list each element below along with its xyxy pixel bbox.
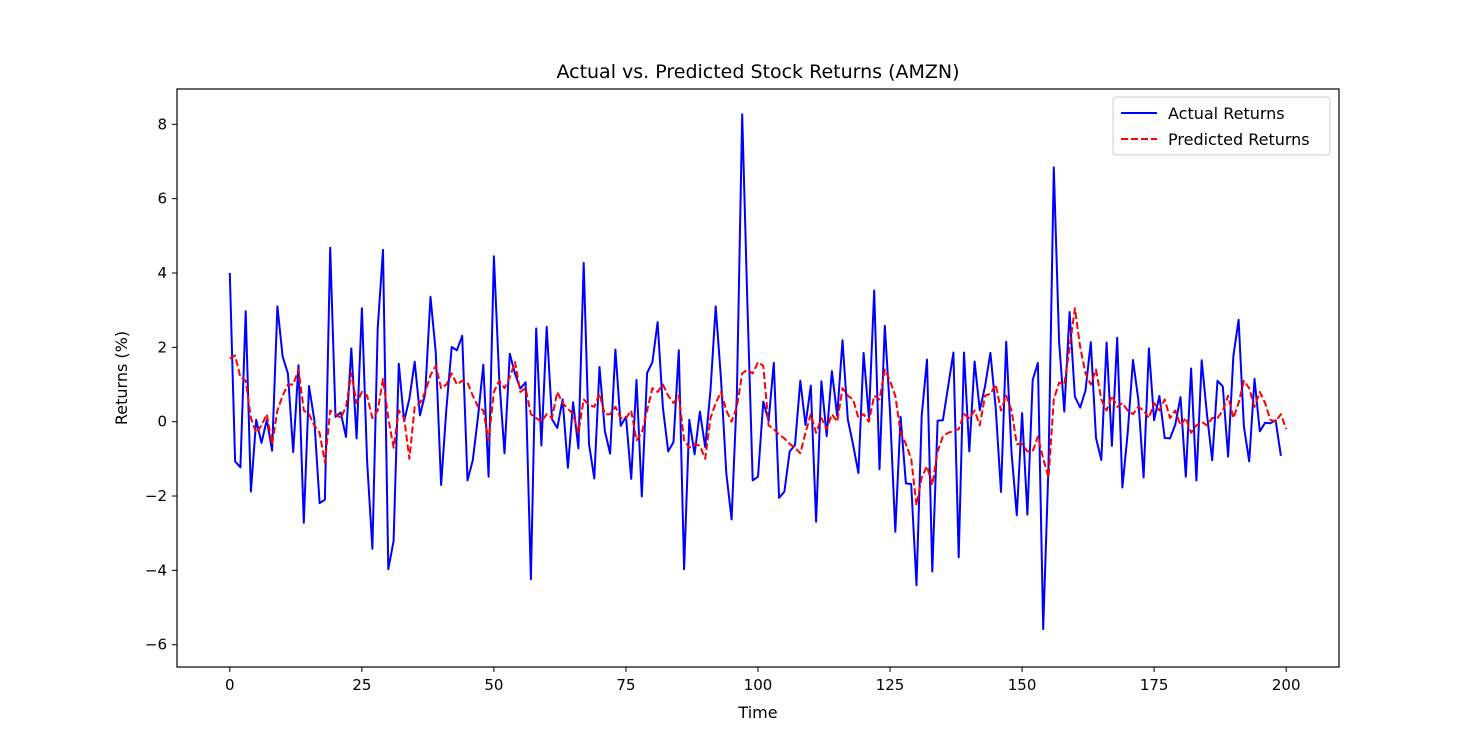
- x-tick-label: 25: [352, 676, 371, 694]
- x-axis-label: Time: [737, 703, 777, 722]
- x-tick-label: 100: [744, 676, 773, 694]
- y-tick-label: −4: [145, 561, 167, 579]
- x-tick-label: 125: [876, 676, 905, 694]
- predicted-returns-line: [229, 307, 1288, 507]
- x-tick-label: 200: [1272, 676, 1301, 694]
- y-axis: −6 −4 −2 0 2 4 6 8: [145, 115, 177, 654]
- y-tick-label: 4: [157, 264, 167, 282]
- actual-returns-line: [228, 113, 1282, 631]
- x-tick-label: 175: [1140, 676, 1169, 694]
- x-tick-label: 0: [225, 676, 235, 694]
- plot-area: [228, 113, 1288, 631]
- x-tick-label: 50: [484, 676, 503, 694]
- y-axis-label: Returns (%): [112, 331, 131, 425]
- legend: Actual Returns Predicted Returns: [1112, 96, 1331, 156]
- legend-label-actual: Actual Returns: [1168, 104, 1285, 123]
- x-tick-label: 150: [1008, 676, 1037, 694]
- legend-label-predicted: Predicted Returns: [1168, 130, 1310, 149]
- legend-box: [1112, 96, 1331, 156]
- x-axis: 0 25 50 75 100 125 150 175 200: [225, 667, 1301, 694]
- y-tick-label: 6: [157, 190, 167, 208]
- chart-title: Actual vs. Predicted Stock Returns (AMZN…: [556, 61, 959, 83]
- y-tick-label: −2: [145, 487, 167, 505]
- plot-frame: [176, 88, 1340, 668]
- y-tick-label: 0: [157, 413, 167, 431]
- y-tick-label: 8: [157, 115, 167, 133]
- x-tick-label: 75: [616, 676, 635, 694]
- y-tick-label: −6: [145, 636, 167, 654]
- y-tick-label: 2: [157, 338, 167, 356]
